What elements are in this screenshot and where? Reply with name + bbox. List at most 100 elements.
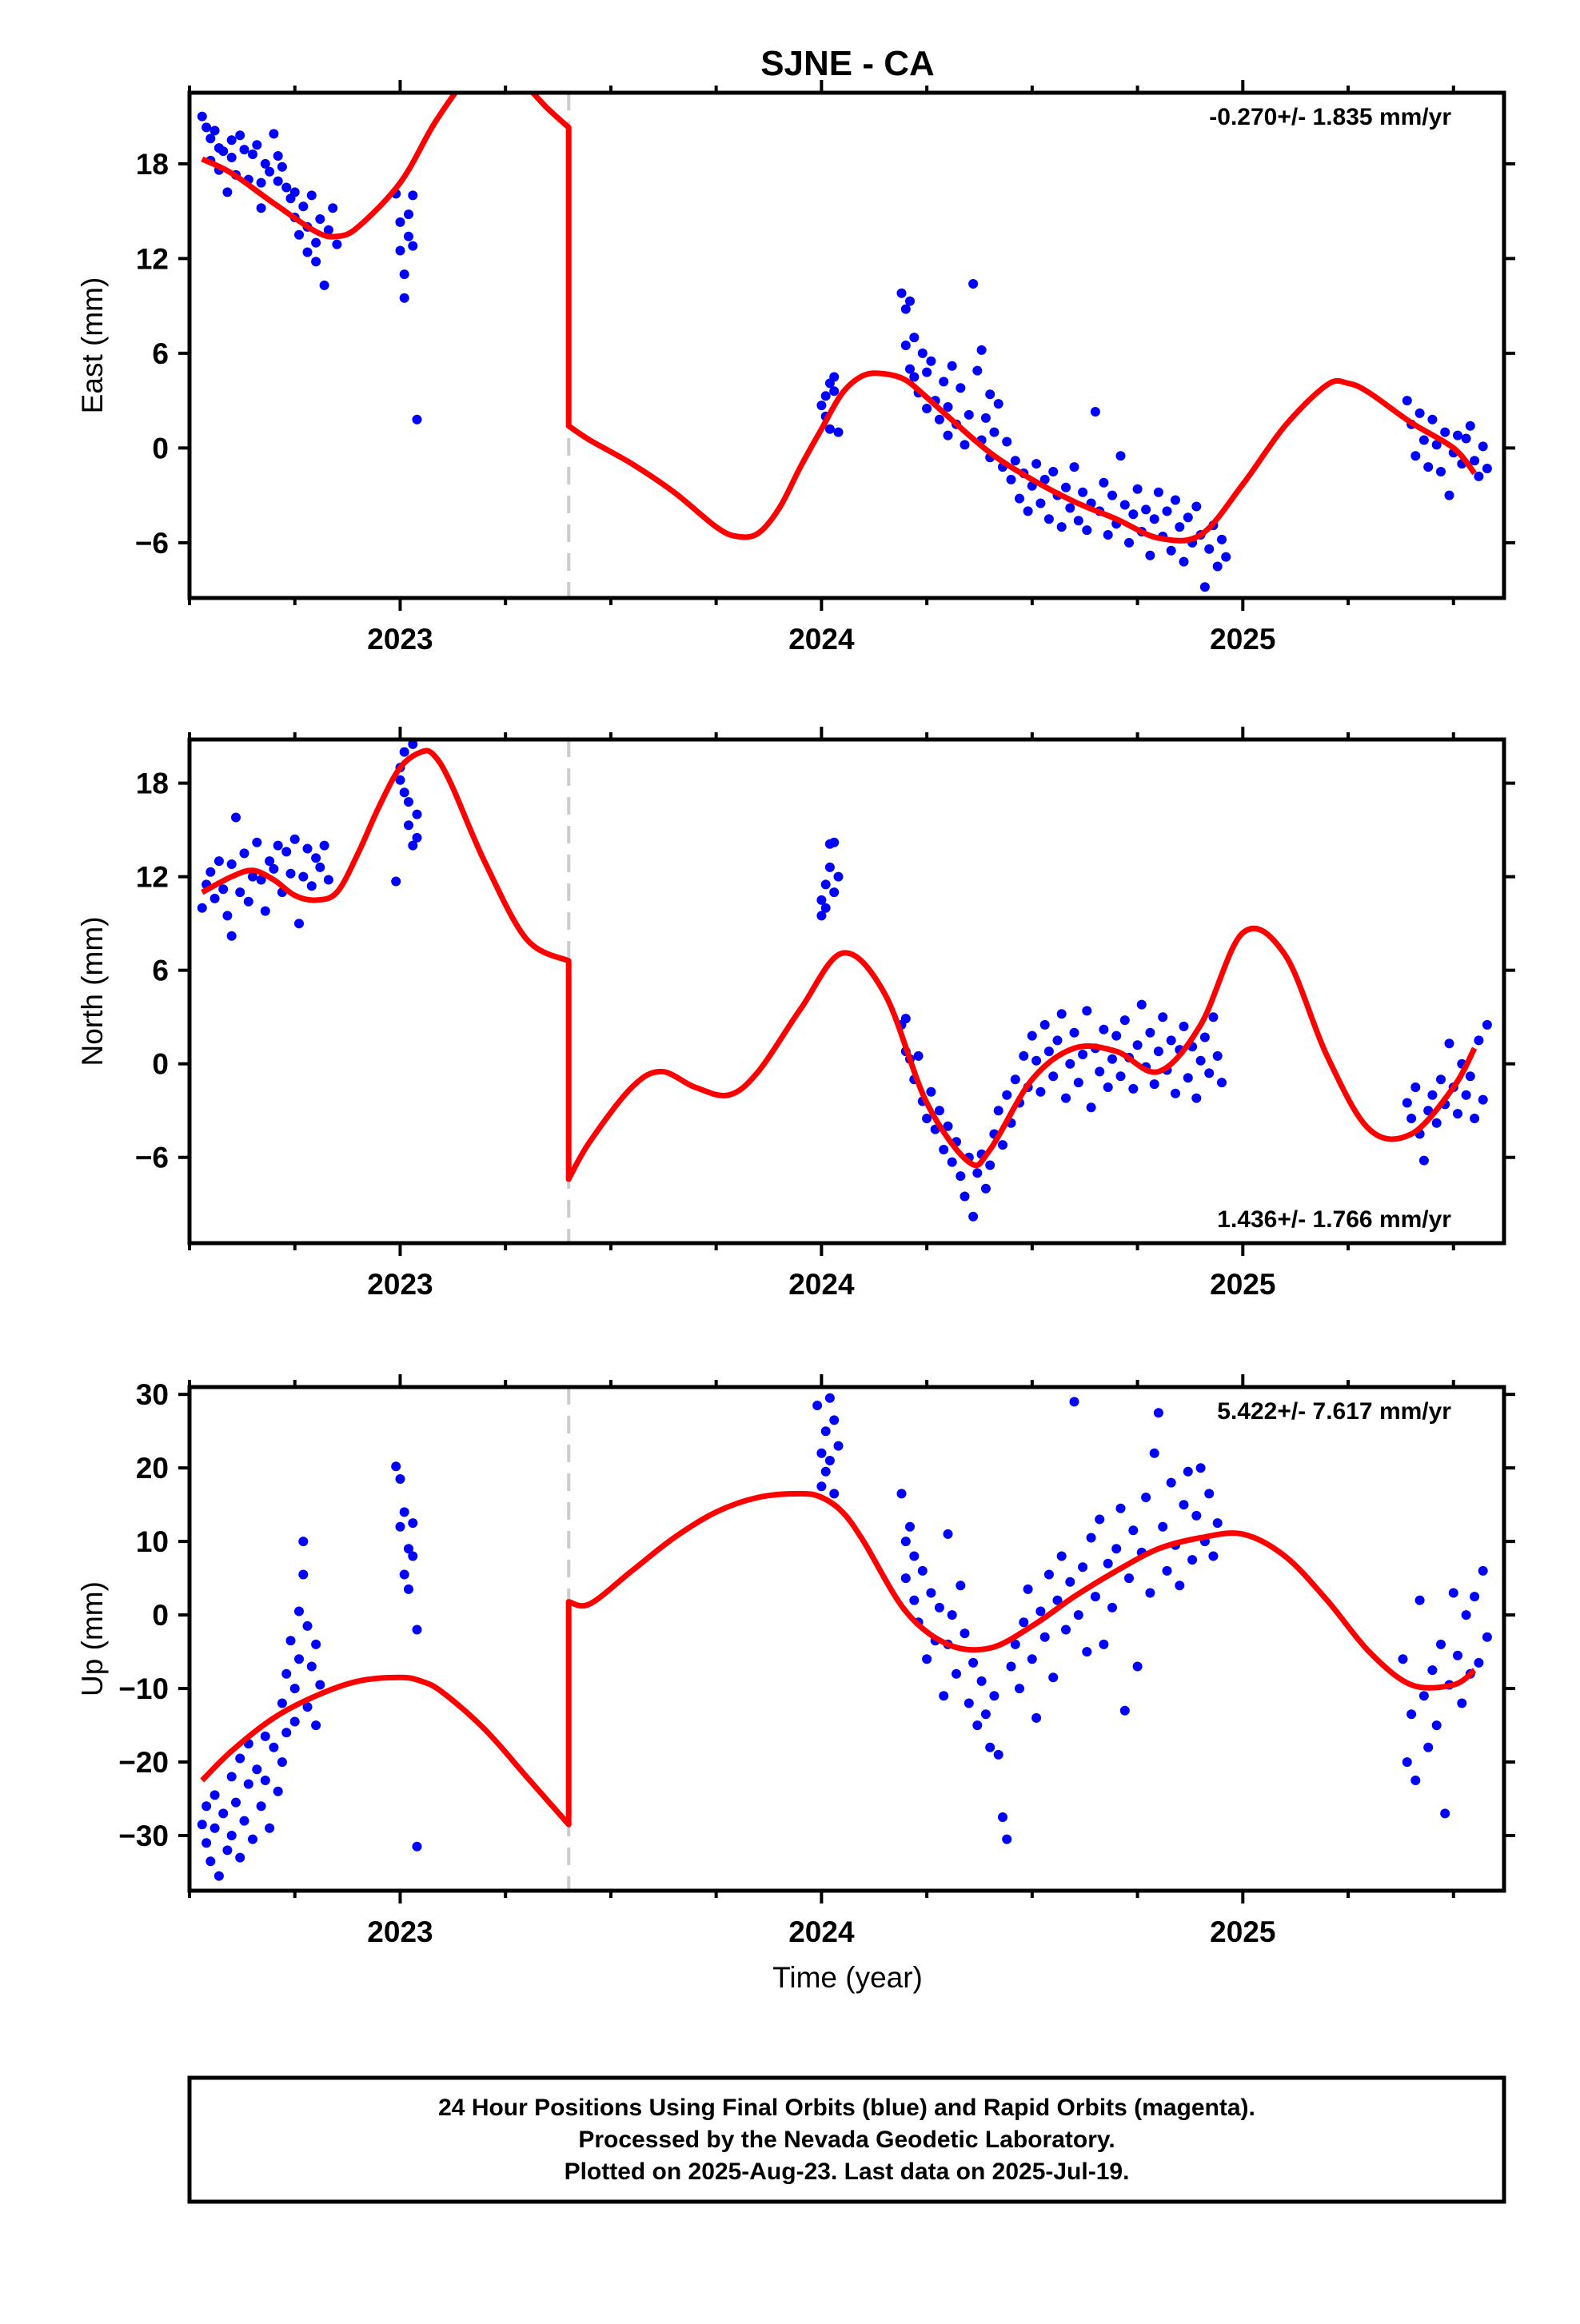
north-data-point xyxy=(1204,1068,1215,1078)
up-data-point xyxy=(816,1481,827,1492)
north-data-point xyxy=(252,837,262,847)
north-data-point xyxy=(1145,1027,1155,1038)
north-data-point xyxy=(399,787,409,798)
up-xtick-label: 2024 xyxy=(788,1915,855,1948)
east-data-point xyxy=(905,364,915,374)
east-data-point xyxy=(947,361,957,371)
up-data-point xyxy=(1187,1555,1198,1565)
north-data-point xyxy=(820,879,831,890)
east-data-point xyxy=(1166,545,1176,556)
east-data-point xyxy=(829,372,840,382)
up-data-point xyxy=(1056,1551,1067,1561)
north-data-point xyxy=(947,1157,957,1167)
up-data-point xyxy=(243,1779,253,1789)
east-data-point xyxy=(328,203,338,213)
up-data-point xyxy=(281,1668,292,1679)
east-data-point xyxy=(896,288,907,298)
north-data-point xyxy=(824,862,835,872)
north-data-point xyxy=(1465,1071,1475,1082)
east-data-point xyxy=(319,280,329,290)
up-data-point xyxy=(1111,1544,1122,1554)
north-axes-frame xyxy=(187,737,1506,1246)
north-data-point xyxy=(1039,1019,1050,1030)
east-data-point xyxy=(298,201,309,212)
east-data-point xyxy=(209,126,220,136)
up-data-point xyxy=(1166,1477,1176,1488)
up-data-point xyxy=(239,1816,249,1826)
north-data-point xyxy=(226,931,237,941)
up-y-axis-label: Up (mm) xyxy=(76,1581,109,1696)
east-data-point xyxy=(1061,482,1071,492)
north-data-point xyxy=(972,1168,983,1178)
east-data-point xyxy=(1023,506,1033,516)
up-data-point xyxy=(1470,1592,1480,1602)
up-data-point xyxy=(1406,1709,1417,1720)
up-data-point xyxy=(1015,1684,1024,1694)
up-data-point xyxy=(306,1661,317,1672)
up-data-point xyxy=(1132,1661,1143,1672)
north-data-point xyxy=(399,747,409,757)
north-data-point xyxy=(231,812,241,823)
up-data-point xyxy=(205,1856,216,1867)
east-data-point xyxy=(323,225,333,235)
north-data-point xyxy=(1461,1090,1471,1100)
east-data-point xyxy=(1145,550,1155,560)
up-ytick-label: 30 xyxy=(136,1378,169,1411)
north-data-point xyxy=(239,848,249,859)
up-data-point xyxy=(1082,1647,1092,1657)
north-data-point xyxy=(1171,1088,1180,1098)
north-data-point xyxy=(1406,1114,1417,1123)
east-data-point xyxy=(968,279,979,289)
up-ytick-label: −10 xyxy=(118,1672,169,1705)
up-data-point xyxy=(1423,1742,1434,1752)
east-data-point xyxy=(943,402,953,412)
north-data-point xyxy=(1410,1082,1421,1092)
up-data-point xyxy=(1431,1720,1442,1731)
north-data-point xyxy=(1195,1055,1206,1066)
east-data-point xyxy=(235,130,245,141)
north-ytick-label: 0 xyxy=(152,1048,169,1081)
up-data-point xyxy=(265,1823,275,1833)
east-data-point xyxy=(909,333,920,343)
east-data-point xyxy=(993,399,1003,409)
up-ytick-label: 20 xyxy=(136,1452,169,1485)
north-data-point xyxy=(248,871,257,882)
east-data-point xyxy=(222,187,233,197)
east-data-point xyxy=(1221,552,1231,562)
up-data-point xyxy=(209,1823,220,1833)
up-data-point xyxy=(256,1801,266,1812)
up-data-point xyxy=(952,1668,961,1679)
north-data-point xyxy=(956,1171,966,1182)
east-data-point xyxy=(260,158,270,169)
north-data-point xyxy=(1099,1024,1109,1034)
up-data-point xyxy=(909,1595,920,1605)
east-data-point xyxy=(1099,477,1109,488)
east-data-point xyxy=(900,341,911,350)
east-panel: −6 0 6 12 18 2023 2024 2025 East (mm) -0.270+/- 1… xyxy=(76,80,1515,656)
east-data-point xyxy=(1103,530,1113,540)
north-data-point xyxy=(1086,1102,1096,1113)
north-data-point xyxy=(1453,1109,1462,1119)
north-data-point xyxy=(900,1014,911,1024)
up-data-point xyxy=(226,1772,237,1782)
up-data-point xyxy=(1010,1639,1020,1649)
up-data-point xyxy=(1191,1510,1202,1521)
up-data-point xyxy=(1065,1577,1075,1587)
north-data-point xyxy=(1111,1030,1122,1041)
east-data-point xyxy=(943,430,953,440)
east-data-point xyxy=(1149,514,1159,524)
up-ytick-label: −30 xyxy=(118,1820,169,1852)
east-data-point xyxy=(1015,493,1024,504)
east-data-point xyxy=(816,401,827,411)
up-data-point xyxy=(412,1624,422,1635)
east-data-point xyxy=(905,296,915,306)
east-data-point xyxy=(226,135,237,145)
east-ytick-label: −6 xyxy=(135,527,169,560)
north-data-point xyxy=(226,859,237,869)
east-data-point xyxy=(1056,522,1067,532)
up-data-point xyxy=(281,1728,292,1738)
north-data-point xyxy=(1048,1071,1059,1082)
east-ytick-label: 12 xyxy=(136,242,169,275)
up-data-point xyxy=(980,1709,991,1720)
up-data-point xyxy=(1027,1654,1037,1664)
